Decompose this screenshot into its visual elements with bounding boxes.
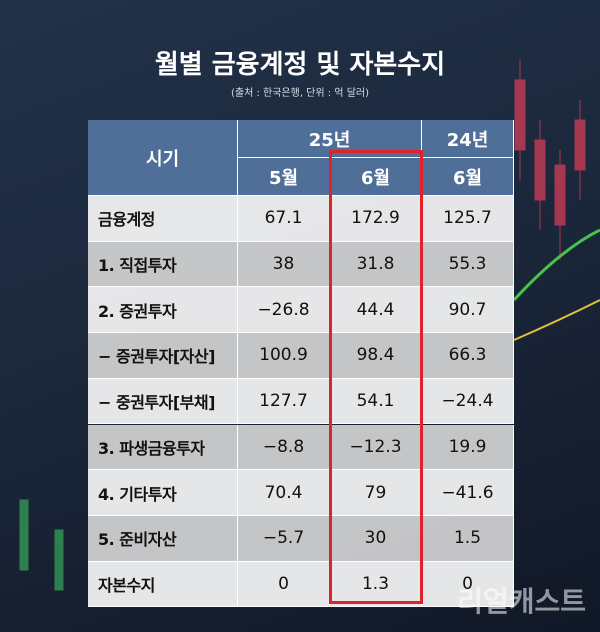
period-header: 시기 xyxy=(88,120,238,196)
value-cell: 67.1 xyxy=(238,196,330,242)
month-header: 5월 xyxy=(238,158,330,196)
value-cell: 55.3 xyxy=(422,241,514,288)
value-cell: −26.8 xyxy=(238,287,330,334)
value-cell: −8.8 xyxy=(238,424,330,471)
value-cell: 98.4 xyxy=(330,333,422,379)
highlight-box xyxy=(329,150,423,604)
value-cell: 125.7 xyxy=(422,196,514,242)
value-cell: 38 xyxy=(238,241,330,288)
value-cell: 70.4 xyxy=(238,470,330,516)
value-cell: 0 xyxy=(422,561,514,608)
value-cell: 19.9 xyxy=(422,424,514,471)
value-cell: 66.3 xyxy=(422,333,514,379)
row-label: 자본수지 xyxy=(88,561,238,608)
value-cell: 127.7 xyxy=(238,378,330,425)
watermark: 리얼캐스트 xyxy=(457,585,586,618)
value-cell: 172.9 xyxy=(330,196,422,242)
row-label: − 증권투자[자산] xyxy=(88,333,238,379)
value-cell: 1.5 xyxy=(422,515,514,562)
value-cell: 90.7 xyxy=(422,287,514,334)
title: 월별 금융계정 및 자본수지 xyxy=(154,50,446,80)
row-label: − 중권투자[부채] xyxy=(88,378,238,425)
row-label: 5. 준비자산 xyxy=(88,515,238,562)
row-label: 2. 증권투자 xyxy=(88,287,238,334)
month-header: 6월 xyxy=(422,158,514,196)
row-label: 4. 기타투자 xyxy=(88,470,238,516)
year-header: 24년 xyxy=(422,120,514,158)
value-cell: 30 xyxy=(330,515,422,562)
subtitle: (출처 : 한국은행, 단위 : 억 달러) xyxy=(231,88,369,99)
value-cell: −41.6 xyxy=(422,470,514,516)
row-label: 1. 직접투자 xyxy=(88,241,238,288)
value-cell: 0 xyxy=(238,561,330,608)
value-cell: 1.3 xyxy=(330,561,422,608)
row-label: 3. 파생금융투자 xyxy=(88,424,238,471)
value-cell: 31.8 xyxy=(330,241,422,288)
row-label: 금융계정 xyxy=(88,196,238,242)
value-cell: −12.3 xyxy=(330,424,422,471)
value-cell: 100.9 xyxy=(238,333,330,379)
month-header: 6월 xyxy=(330,158,422,196)
value-cell: −24.4 xyxy=(422,378,514,425)
value-cell: −5.7 xyxy=(238,515,330,562)
